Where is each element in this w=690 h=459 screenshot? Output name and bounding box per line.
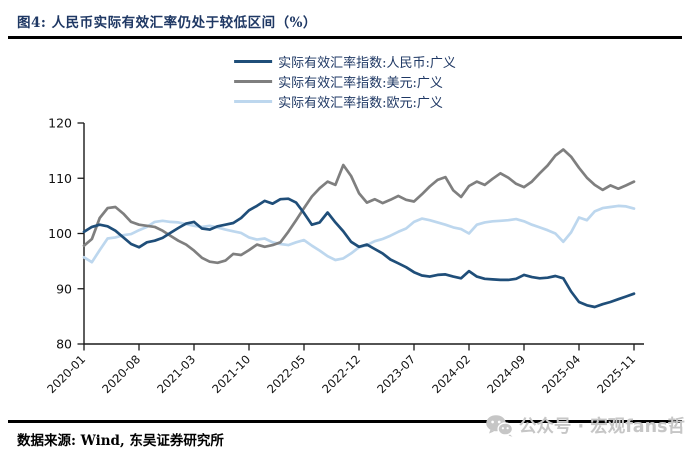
legend-label-rmb: 实际有效汇率指数:人民币:广义 [278,55,456,71]
legend-item-rmb: 实际有效汇率指数:人民币:广义 [234,51,456,71]
x-tick-label: 2021-03 [154,352,198,396]
series-usd [82,148,636,265]
series-rmb [82,197,636,309]
chart-legend: 实际有效汇率指数:人民币:广义 实际有效汇率指数:美元:广义 实际有效汇率指数:… [234,51,456,111]
legend-label-eur: 实际有效汇率指数:欧元:广义 [278,95,443,111]
x-tick-label: 2021-10 [209,352,253,396]
x-tick-label: 2024-02 [429,352,473,396]
legend-line-swatch-rmb [234,59,273,63]
x-tick-label: 2022-12 [319,352,363,396]
y-tick-label: 100 [48,226,72,241]
y-tick-label: 90 [56,281,72,296]
legend-line-swatch-eur [234,99,273,103]
data-source: 数据来源: Wind, 东吴证券研究所 [17,433,224,449]
y-tick-label: 110 [48,171,72,186]
title-divider [8,36,682,39]
legend-item-eur: 实际有效汇率指数:欧元:广义 [234,91,443,111]
legend-label-usd: 实际有效汇率指数:美元:广义 [278,75,443,91]
y-tick-label: 120 [48,116,72,131]
x-tick-label: 2025-04 [539,352,583,396]
x-tick-label: 2020-08 [99,352,143,396]
watermark-text: 公众号 · 宏观fans哲 [518,417,685,437]
legend-line-swatch-usd [234,79,273,83]
watermark: 公众号 · 宏观fans哲 [486,413,685,438]
x-tick-label: 2020-01 [44,352,88,396]
x-tick-label: 2022-05 [264,352,308,396]
figure-title: 图4: 人民币实际有效汇率仍处于较低区间（%） [17,15,317,31]
y-tick-label: 80 [56,337,72,352]
x-tick-label: 2024-09 [484,352,528,396]
footer-divider [8,420,682,423]
x-tick-label: 2023-07 [374,352,418,396]
legend-item-usd: 实际有效汇率指数:美元:广义 [234,71,443,91]
x-tick-label: 2025-11 [594,352,638,396]
wechat-icon [486,414,513,437]
